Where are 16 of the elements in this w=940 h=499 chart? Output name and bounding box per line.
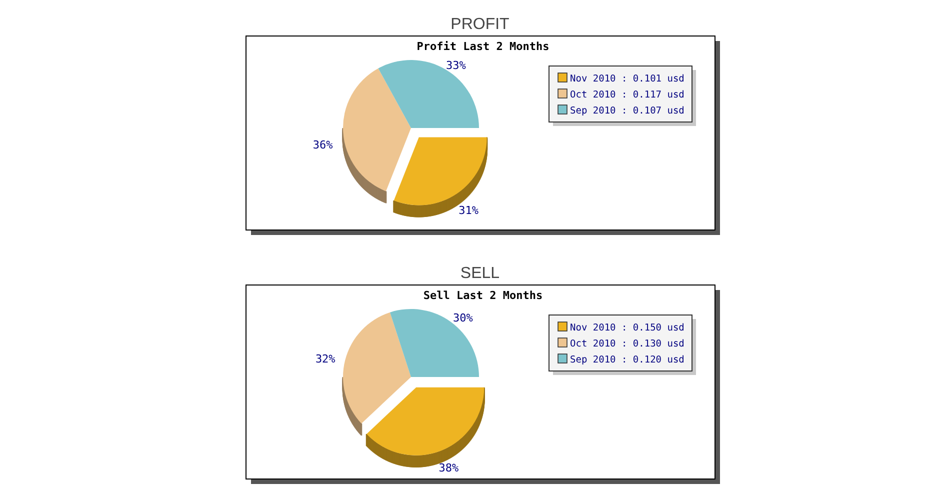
legend-label: Sep 2010 : 0.120 usd [570,354,684,366]
legend-label: Nov 2010 : 0.150 usd [570,322,684,334]
chart-title: SELL [460,265,500,282]
legend-label: Nov 2010 : 0.101 usd [570,74,684,84]
data-label: 30% [453,312,474,325]
data-label: 38% [438,462,460,475]
data-label: 36% [312,138,334,152]
legend-label: Oct 2010 : 0.130 usd [570,338,684,350]
data-label: 32% [315,352,336,366]
chart-subtitle: Profit Last 2 Months [416,40,550,53]
data-label: 31% [458,204,479,218]
legend-label: Sep 2010 : 0.107 usd [570,106,684,116]
chart-subtitle: Sell Last 2 Months [423,289,543,302]
legend-label: Oct 2010 : 0.117 usd [570,90,684,100]
chart-title: PROFIT [450,16,510,33]
data-label: 33% [446,58,466,72]
